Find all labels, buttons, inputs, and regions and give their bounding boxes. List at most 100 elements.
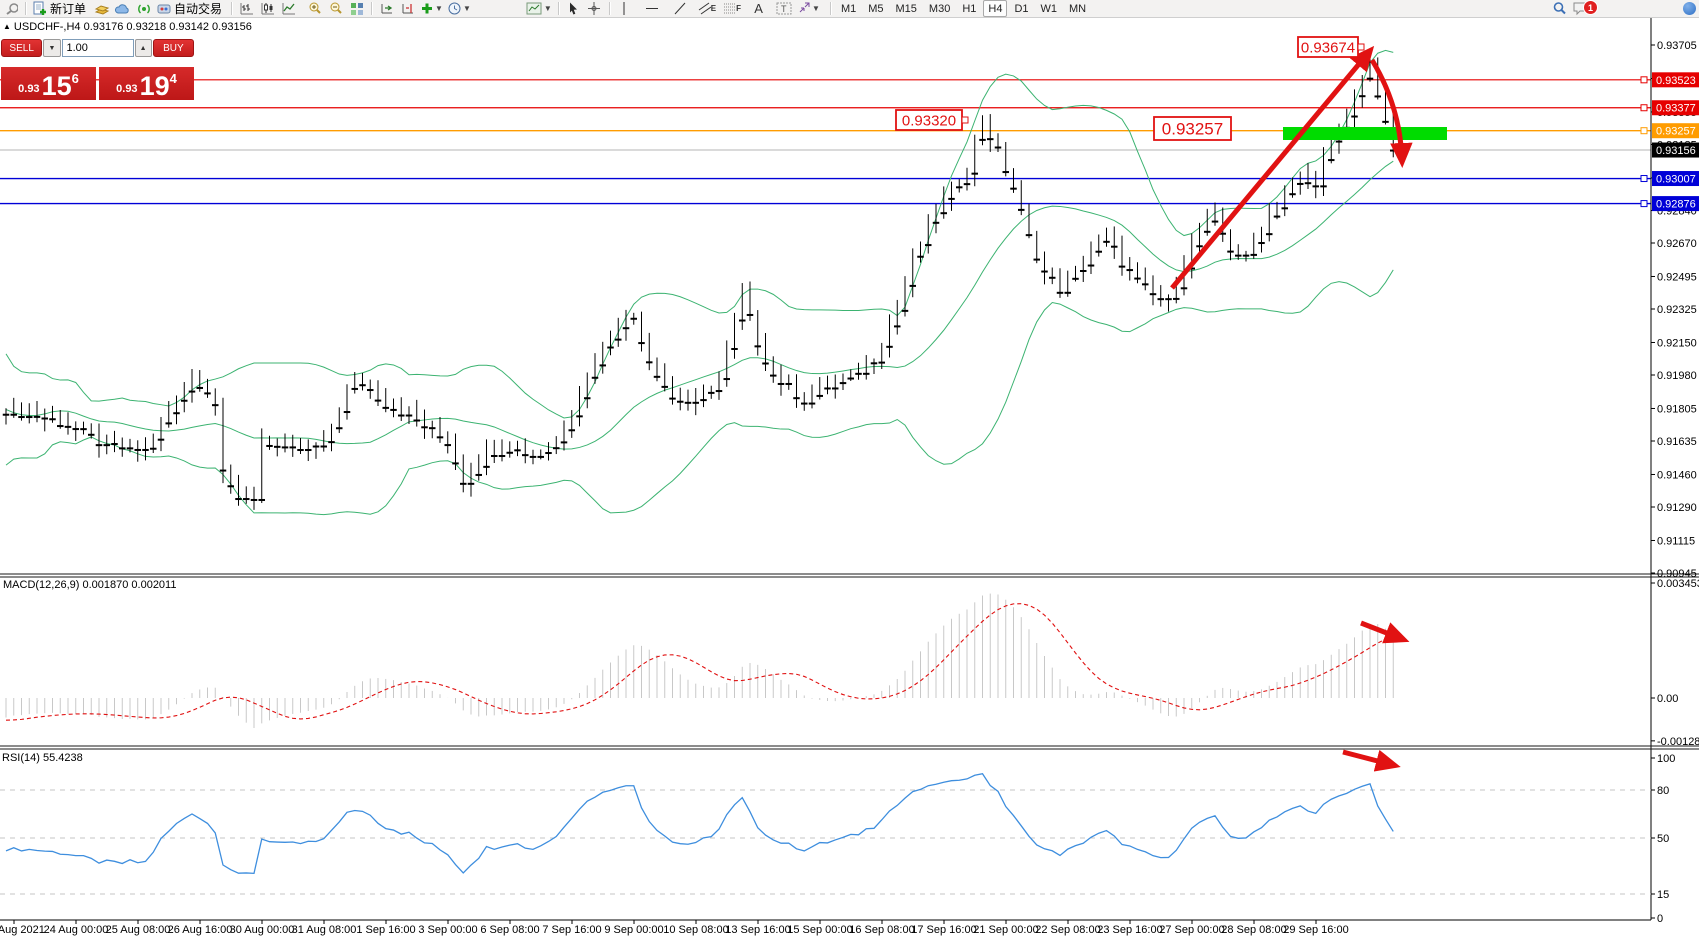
svg-text:21 Sep 00:00: 21 Sep 00:00 <box>973 924 1038 936</box>
candlestick-chart-icon[interactable] <box>258 1 277 16</box>
chat-icon[interactable]: 1 <box>1571 0 1598 16</box>
one-click-trading-widget: SELL ▼ ▲ BUY 0.93 15 6 0.93 19 4 <box>1 39 194 100</box>
clock-icon <box>448 2 461 15</box>
separator <box>557 2 559 15</box>
symbol-info: ▲ USDCHF-,H4 0.93176 0.93218 0.93142 0.93… <box>3 21 252 33</box>
autotrade-icon <box>157 4 171 14</box>
trendline-tool[interactable] <box>671 1 690 16</box>
svg-text:26 Aug 16:00: 26 Aug 16:00 <box>168 924 233 936</box>
annotations-layer: 0.93674 0.93320 0.93257 <box>895 36 1447 772</box>
clipped-icon[interactable] <box>1 1 20 16</box>
timeframe-mn[interactable]: MN <box>1069 2 1087 15</box>
zoom-in-icon[interactable] <box>305 1 324 16</box>
line-chart-icon[interactable] <box>279 1 298 16</box>
timeframe-h1[interactable]: H1 <box>962 2 977 15</box>
svg-text:0.93257: 0.93257 <box>1162 120 1223 139</box>
symbol-ohlc-text: USDCHF-,H4 0.93176 0.93218 0.93142 0.931… <box>13 21 252 33</box>
horizontal-line-tool[interactable] <box>643 1 662 16</box>
zoom-out-icon[interactable] <box>326 1 345 16</box>
volume-input[interactable] <box>61 39 134 57</box>
rsi-down-arrow[interactable] <box>1342 749 1401 772</box>
svg-text:15: 15 <box>1657 889 1669 901</box>
timeframe-m5[interactable]: M5 <box>868 2 884 15</box>
separator <box>25 2 26 15</box>
svg-text:16 Sep 08:00: 16 Sep 08:00 <box>849 924 914 936</box>
signal-icon[interactable] <box>134 1 153 16</box>
buy-price-button[interactable]: 0.93 19 4 <box>99 67 194 100</box>
arrows-tool[interactable]: ▼ <box>796 1 821 16</box>
price-tags: 0.93523 0.93377 0.93257 0.93156 0.93007 0.928… <box>1652 72 1699 212</box>
collapse-triangle-icon[interactable]: ▲ <box>3 22 11 31</box>
svg-text:22 Sep 08:00: 22 Sep 08:00 <box>1035 924 1100 936</box>
svg-text:0.91115: 0.91115 <box>1657 535 1695 547</box>
svg-text:0.90945: 0.90945 <box>1657 568 1697 580</box>
svg-text:9 Sep 00:00: 9 Sep 00:00 <box>604 924 663 936</box>
green-plus-icon <box>422 3 433 14</box>
new-order-label: 新订单 <box>50 2 87 16</box>
svg-text:31 Aug 08:00: 31 Aug 08:00 <box>292 924 357 936</box>
svg-text:80: 80 <box>1657 785 1669 797</box>
new-order-icon <box>33 1 46 15</box>
timeframe-m15[interactable]: M15 <box>895 2 917 15</box>
crosshair-icon[interactable] <box>585 1 604 16</box>
period-clock-button[interactable]: ▼ <box>446 1 472 16</box>
svg-text:0.00: 0.00 <box>1657 693 1678 705</box>
text-tool[interactable]: A <box>754 1 763 16</box>
svg-text:20 Aug 2021: 20 Aug 2021 <box>0 924 45 936</box>
cursor-icon[interactable] <box>564 1 583 16</box>
rsi-axis: 100 80 50 15 0 <box>1651 753 1675 925</box>
timeframe-h4[interactable]: H4 <box>983 0 1008 17</box>
svg-text:0.92325: 0.92325 <box>1657 304 1697 316</box>
timeframe-m1[interactable]: M1 <box>840 2 857 15</box>
volume-decrease-button[interactable]: ▼ <box>43 39 61 57</box>
fibonacci-tool[interactable]: F <box>722 1 742 16</box>
channel-tool[interactable]: E <box>697 1 717 16</box>
buy-price-big: 19 <box>139 71 170 101</box>
svg-text:7 Sep 16:00: 7 Sep 16:00 <box>542 924 601 936</box>
bar-chart-icon[interactable] <box>237 1 256 16</box>
svg-text:0.92876: 0.92876 <box>1656 199 1696 211</box>
timeframe-d1[interactable]: D1 <box>1014 2 1029 15</box>
community-status-icon[interactable] <box>1683 2 1696 15</box>
sell-price-button[interactable]: 0.93 15 6 <box>1 67 96 100</box>
volume-increase-button[interactable]: ▲ <box>134 39 152 57</box>
gold-ingot-icon[interactable] <box>92 1 111 16</box>
buy-button[interactable]: BUY <box>152 39 194 57</box>
timeframe-m30[interactable]: M30 <box>928 2 951 15</box>
tile-windows-icon[interactable] <box>347 1 366 16</box>
svg-text:-0.001287: -0.001287 <box>1657 736 1699 748</box>
trend-up-arrow[interactable] <box>1170 45 1375 290</box>
macd-down-arrow[interactable] <box>1360 620 1410 644</box>
svg-text:0.92495: 0.92495 <box>1657 271 1697 283</box>
timeframe-w1[interactable]: W1 <box>1040 2 1058 15</box>
macd-axis: 0.003453 0.00 -0.001287 <box>1651 578 1699 748</box>
sell-button[interactable]: SELL <box>1 39 43 57</box>
search-icon[interactable] <box>1550 1 1569 16</box>
chevron-down-icon: ▼ <box>543 4 552 13</box>
autoscroll-icon[interactable] <box>377 1 396 16</box>
panel-frame <box>0 17 1699 921</box>
template-button[interactable]: ▼ <box>525 1 553 16</box>
chart-shift-icon[interactable] <box>398 1 417 16</box>
autotrade-button[interactable]: 自动交易 <box>155 1 226 16</box>
svg-text:50: 50 <box>1657 833 1669 845</box>
svg-text:0.93320: 0.93320 <box>902 112 956 129</box>
new-order-button[interactable]: 新订单 <box>31 1 90 16</box>
add-indicator-button[interactable]: ▼ <box>419 1 444 16</box>
svg-text:0.91980: 0.91980 <box>1657 370 1697 382</box>
svg-text:1 Sep 16:00: 1 Sep 16:00 <box>356 924 415 936</box>
cloud-icon[interactable] <box>113 1 132 16</box>
svg-text:0.91805: 0.91805 <box>1657 403 1697 415</box>
support-zone-bar[interactable] <box>1283 127 1447 140</box>
price-annotation-box[interactable] <box>1153 116 1232 141</box>
svg-text:0.91290: 0.91290 <box>1657 502 1697 514</box>
drop-arrow[interactable] <box>1369 58 1413 168</box>
separator <box>829 2 831 15</box>
svg-text:0.003453: 0.003453 <box>1657 578 1699 590</box>
vertical-line-tool[interactable] <box>615 1 634 16</box>
text-label-tool[interactable]: T <box>775 1 794 16</box>
svg-text:0: 0 <box>1657 913 1663 925</box>
